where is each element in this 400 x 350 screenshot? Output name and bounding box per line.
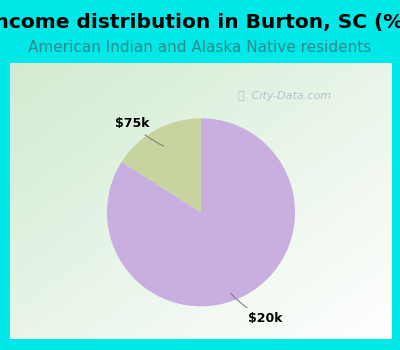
- Wedge shape: [107, 118, 295, 306]
- Text: $75k: $75k: [115, 117, 164, 146]
- Text: ⓘ  City-Data.com: ⓘ City-Data.com: [238, 91, 332, 101]
- Text: Income distribution in Burton, SC (%): Income distribution in Burton, SC (%): [0, 13, 400, 32]
- Wedge shape: [122, 118, 201, 212]
- Text: American Indian and Alaska Native residents: American Indian and Alaska Native reside…: [28, 40, 372, 55]
- Text: $20k: $20k: [230, 293, 282, 325]
